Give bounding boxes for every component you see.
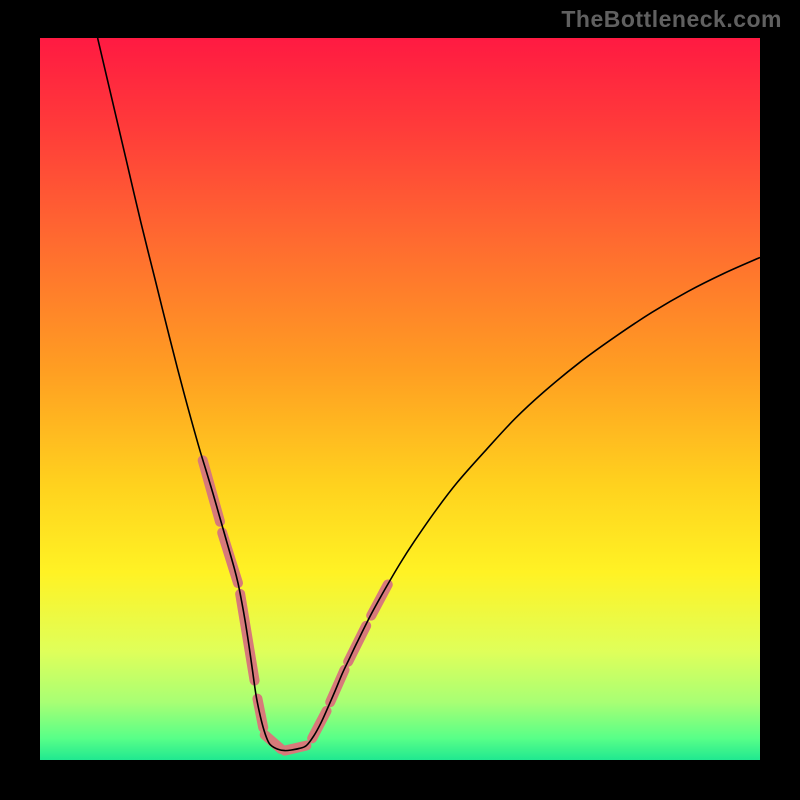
chart-container: TheBottleneck.com [0,0,800,800]
plot-background [40,38,760,760]
plot-area [40,38,760,760]
watermark-text: TheBottleneck.com [561,6,782,33]
plot-svg [40,38,760,760]
